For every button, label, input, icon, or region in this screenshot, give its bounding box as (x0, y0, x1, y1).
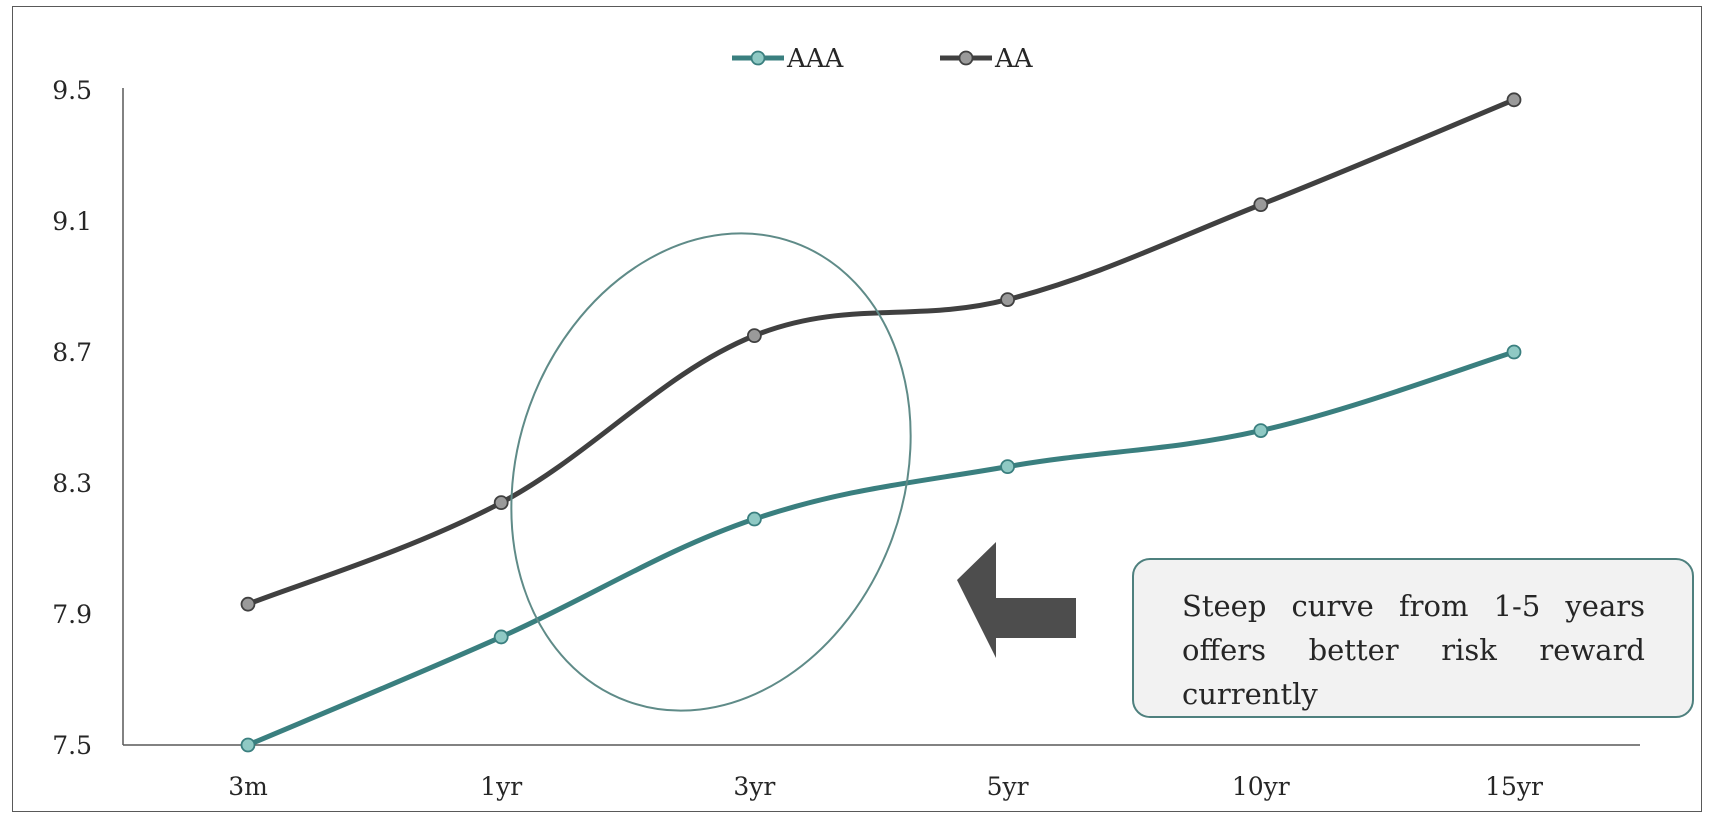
y-tick-label: 7.9 (52, 600, 92, 629)
series-line-aaa (245, 349, 1517, 748)
y-tick-label: 8.3 (52, 469, 92, 498)
y-tick-label: 7.5 (52, 731, 92, 760)
data-point-aaa (493, 629, 509, 645)
y-tick-label: 9.5 (52, 76, 92, 105)
y-tick-label: 8.7 (52, 338, 92, 367)
legend-label-aa: AA (994, 44, 1034, 74)
data-point-aaa (1000, 459, 1015, 475)
data-point-aa (1000, 292, 1015, 308)
x-tick-label: 1yr (480, 772, 522, 801)
x-tick-label: 5yr (987, 772, 1029, 801)
series-lines (245, 97, 1517, 748)
x-tick-label: 15yr (1485, 772, 1543, 801)
data-point-aaa (240, 737, 256, 753)
legend-label-aaa: AAA (786, 44, 845, 74)
data-point-aaa (747, 511, 762, 527)
annotations (510, 232, 1076, 712)
data-point-aa (1506, 92, 1522, 108)
x-tick-label: 10yr (1232, 772, 1290, 801)
data-point-aa (493, 495, 509, 511)
data-point-aa (747, 328, 762, 344)
axes (122, 88, 1640, 746)
x-tick-label: 3m (228, 772, 268, 801)
data-point-aa (1253, 197, 1269, 213)
legend-marker-aa (958, 50, 974, 66)
callout-box: Steep curve from 1-5 years offers better… (1132, 558, 1694, 718)
left-arrow (957, 542, 1076, 658)
legend-marker-aaa (750, 50, 766, 66)
series-markers (240, 92, 1522, 753)
y-axis-ticks: 7.5 7.9 8.3 8.7 9.1 9.5 (52, 76, 92, 760)
y-tick-label: 9.1 (52, 207, 92, 236)
series-line-aa (245, 97, 1517, 607)
legend: AAA AA (732, 44, 1034, 74)
x-axis-ticks: 3m 1yr 3yr 5yr 10yr 15yr (228, 772, 1543, 801)
data-point-aa (240, 596, 256, 612)
data-point-aaa (1506, 344, 1522, 360)
x-tick-label: 3yr (733, 772, 775, 801)
data-point-aaa (1253, 423, 1269, 439)
highlight-ellipse (510, 232, 912, 712)
